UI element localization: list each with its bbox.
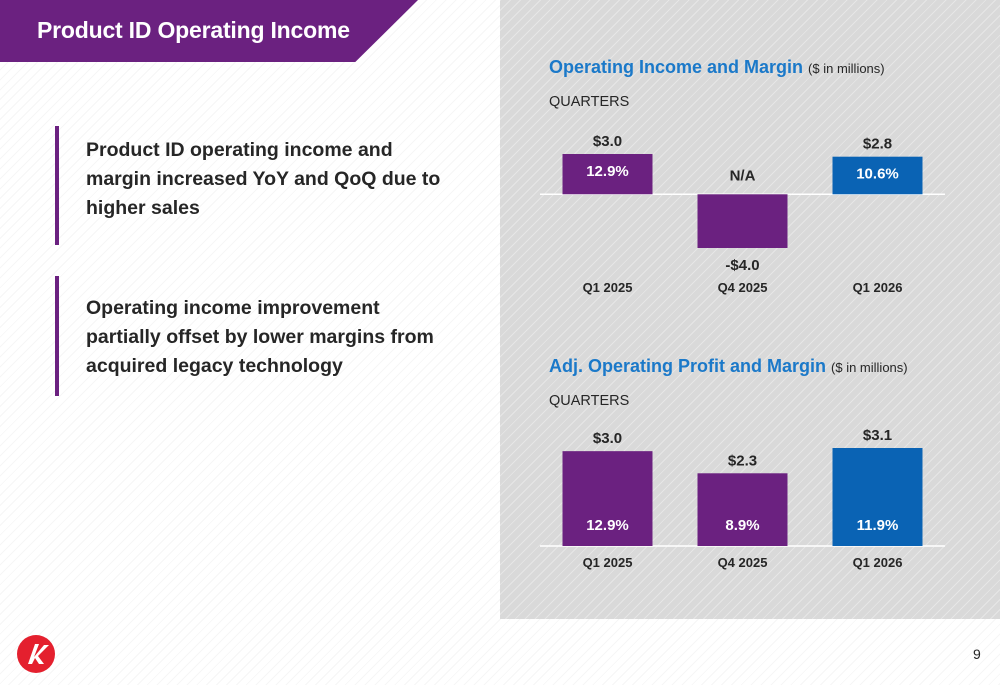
title-banner <box>0 0 418 62</box>
bullet-point-1: Product ID operating income and margin i… <box>55 126 455 245</box>
chart1-unit: ($ in millions) <box>808 61 885 76</box>
margin-label: 12.9% <box>586 517 629 534</box>
margin-label: 8.9% <box>725 517 759 534</box>
value-label: $3.0 <box>593 133 622 150</box>
value-label: $3.0 <box>593 430 622 447</box>
value-label: $2.8 <box>863 136 892 153</box>
category-label: Q1 2026 <box>853 555 903 570</box>
bullet-point-2: Operating income improvement partially o… <box>55 276 455 396</box>
chart1-title-text: Operating Income and Margin <box>549 57 804 77</box>
margin-label: N/A <box>730 167 756 184</box>
margin-label: 10.6% <box>856 166 899 183</box>
chart2-period-label: QUARTERS <box>549 393 630 409</box>
page-title: Product ID Operating Income <box>37 17 350 43</box>
value-label: -$4.0 <box>725 257 759 274</box>
category-label: Q1 2025 <box>583 280 633 295</box>
value-label: $2.3 <box>728 452 757 469</box>
adj-operating-profit-chart: $3.0 12.9% Q1 2025 $2.3 8.9% Q4 2025 $3.1 11.9%… <box>540 427 945 570</box>
margin-label: 11.9% <box>857 517 899 534</box>
category-label: Q4 2025 <box>718 280 768 295</box>
category-label: Q4 2025 <box>718 555 768 570</box>
category-label: Q1 2025 <box>583 555 633 570</box>
value-label: $3.1 <box>863 427 892 444</box>
bar-q1-2025 <box>562 451 653 546</box>
bar-q1-2026 <box>832 156 923 195</box>
bar-q4-2025 <box>697 473 788 546</box>
bar-q1-2025 <box>562 154 653 195</box>
chart1-title: Operating Income and Margin ($ in millio… <box>549 57 885 78</box>
chart2-title-text: Adj. Operating Profit and Margin <box>549 356 827 376</box>
chart2-unit: ($ in millions) <box>831 360 908 375</box>
operating-income-chart: $3.0 12.9% Q1 2025 -$4.0 N/A Q4 2025 $2.8 10.6%… <box>540 133 945 295</box>
page-number: 9 <box>973 646 981 662</box>
bar-q1-2026 <box>832 448 923 546</box>
bar-q4-2025 <box>697 194 788 248</box>
chart1-period-label: QUARTERS <box>549 94 630 110</box>
company-logo-icon <box>17 635 55 673</box>
chart2-title: Adj. Operating Profit and Margin ($ in m… <box>549 356 908 377</box>
margin-label: 12.9% <box>586 163 629 180</box>
category-label: Q1 2026 <box>853 280 903 295</box>
